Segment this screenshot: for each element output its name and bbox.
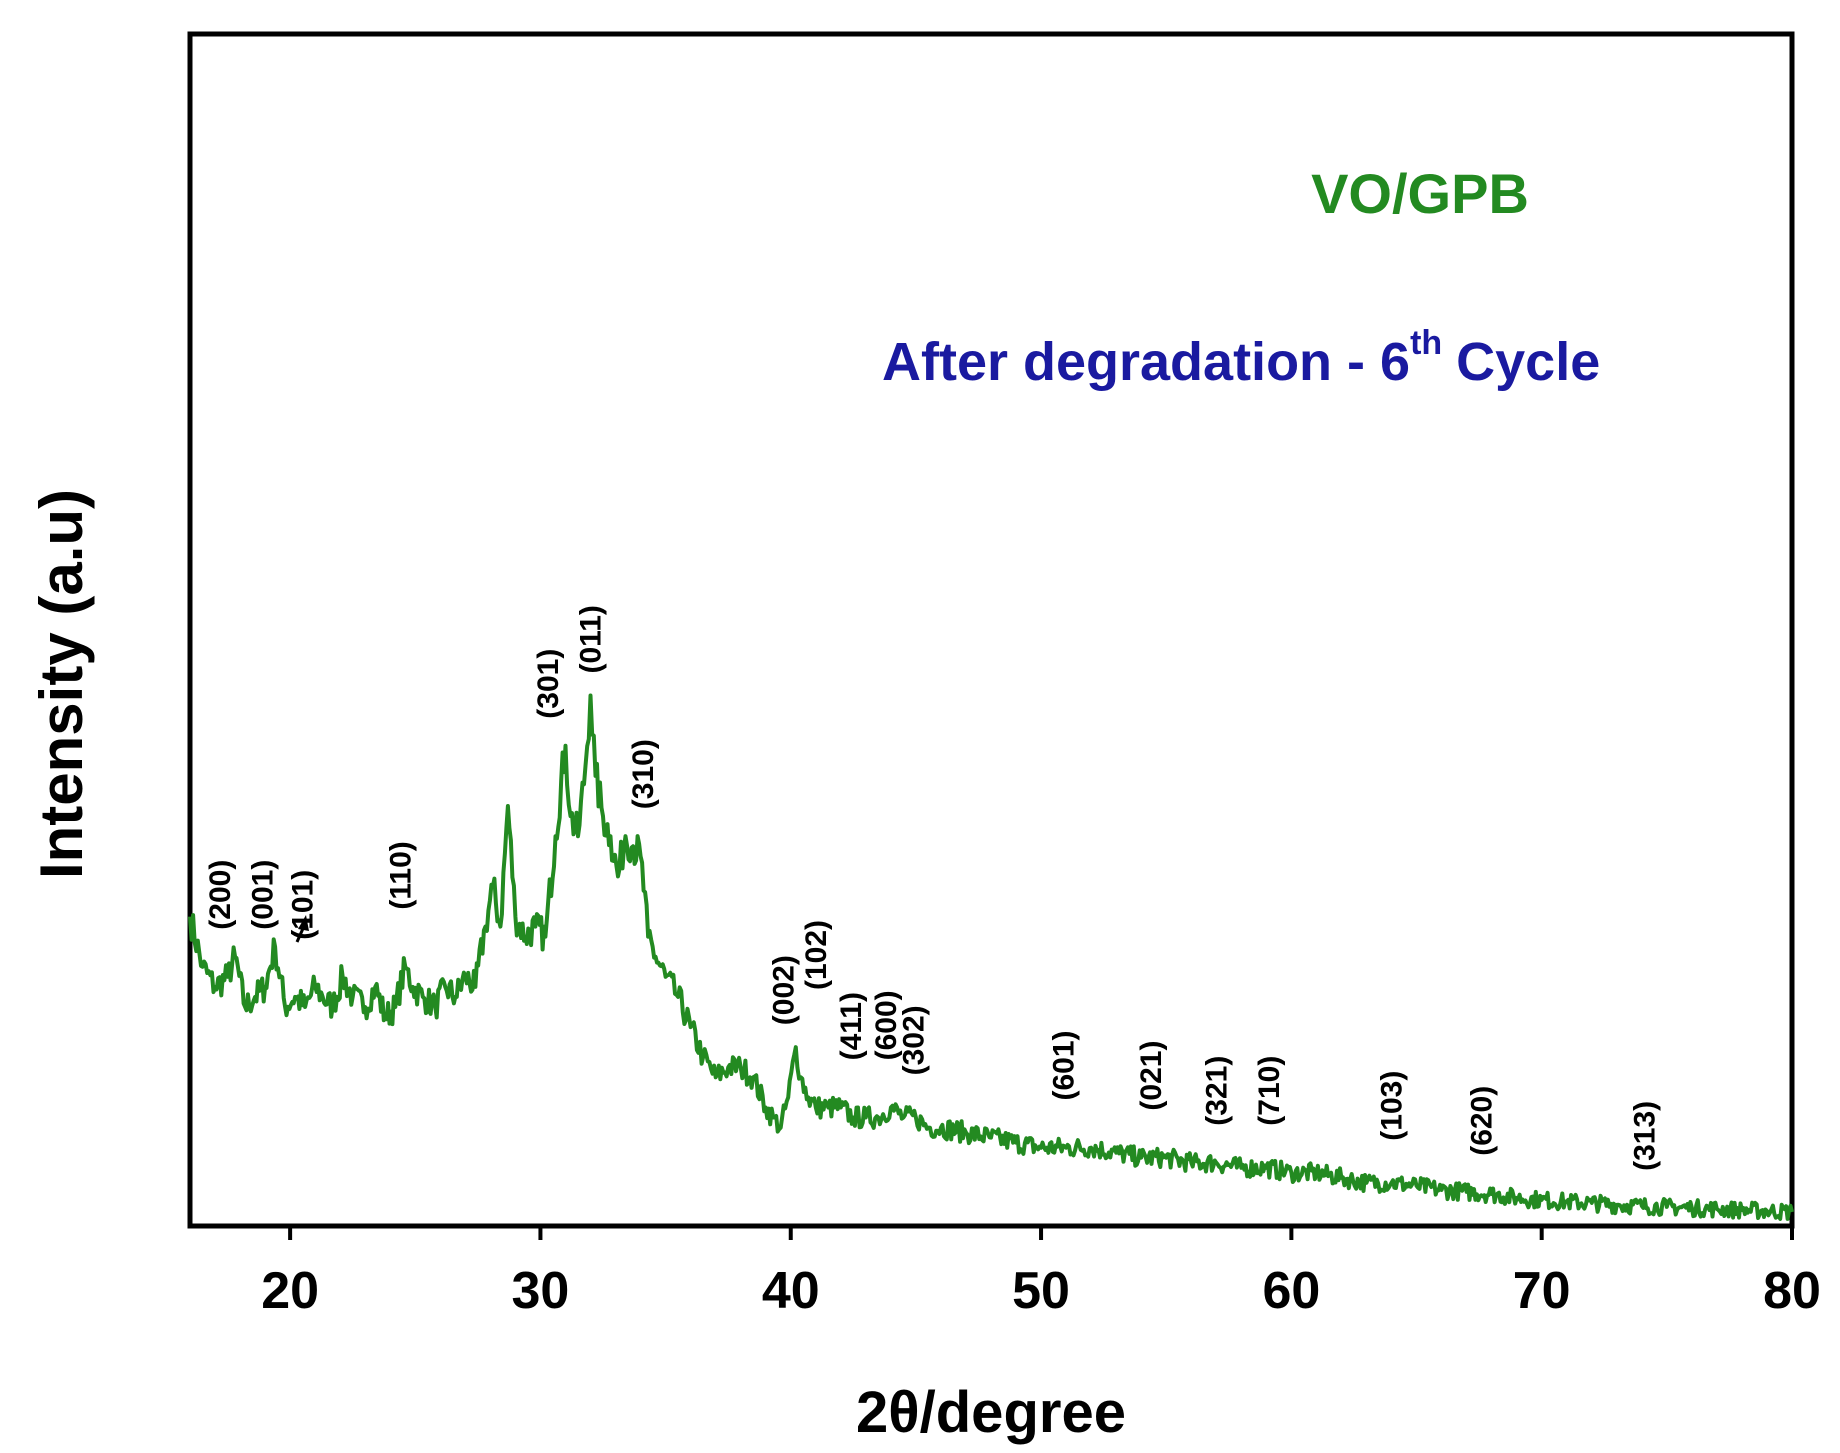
condition-superscript: th (1410, 324, 1442, 362)
peak-label: (110) (384, 841, 417, 909)
peak-label: (021) (1135, 1041, 1168, 1111)
sample-annotation: VO/GPB (1311, 162, 1529, 225)
condition-suffix: Cycle (1456, 332, 1600, 392)
peak-label: (321) (1200, 1056, 1233, 1126)
peak-label: (310) (627, 739, 660, 809)
peak-label: (301) (532, 649, 565, 719)
peak-label: (102) (800, 920, 833, 990)
peak-label: (200) (204, 860, 237, 930)
x-tick-label-20: 20 (261, 1262, 319, 1320)
condition-annotation: After degradation - 6th Cycle (882, 324, 1600, 392)
x-tick-label-80: 80 (1763, 1262, 1821, 1320)
peak-label: (600) (870, 990, 903, 1060)
plot-frame (187, 31, 1795, 1229)
peak-label: (001) (247, 860, 280, 930)
peak-label: (011) (575, 605, 608, 673)
x-tick-label-70: 70 (1513, 1262, 1571, 1320)
peak-label: (302) (897, 1005, 930, 1075)
peak-labels: (200) (001) (101) (110)(301)(011)(310)(002)… (204, 605, 1661, 1171)
x-axis-ticks (288, 1226, 1794, 1240)
peak-label: (710) (1253, 1056, 1286, 1126)
x-axis-tick-labels: 20 30 40 50 60 70 80 (261, 1262, 1821, 1320)
peak-label: (411) (835, 992, 868, 1060)
peak-label: (103) (1376, 1071, 1409, 1141)
x-axis-label: 2θ/degree (856, 1380, 1126, 1445)
series-layer (188, 693, 1794, 1221)
peak-arrow (295, 915, 309, 943)
x-tick-label-60: 60 (1262, 1262, 1320, 1320)
y-axis-label: Intensity (a.u) (28, 489, 95, 879)
x-tick-label-40: 40 (762, 1262, 820, 1320)
peak-label: (601) (1048, 1030, 1081, 1100)
condition-prefix: After degradation - 6 (882, 332, 1410, 392)
x-tick-label-50: 50 (1012, 1262, 1070, 1320)
peak-label: (002) (767, 955, 800, 1025)
x-tick-label-30: 30 (512, 1262, 570, 1320)
peak-label: (313) (1628, 1101, 1661, 1171)
peak-label: (620) (1466, 1086, 1499, 1156)
series-line-0 (188, 693, 1794, 1221)
